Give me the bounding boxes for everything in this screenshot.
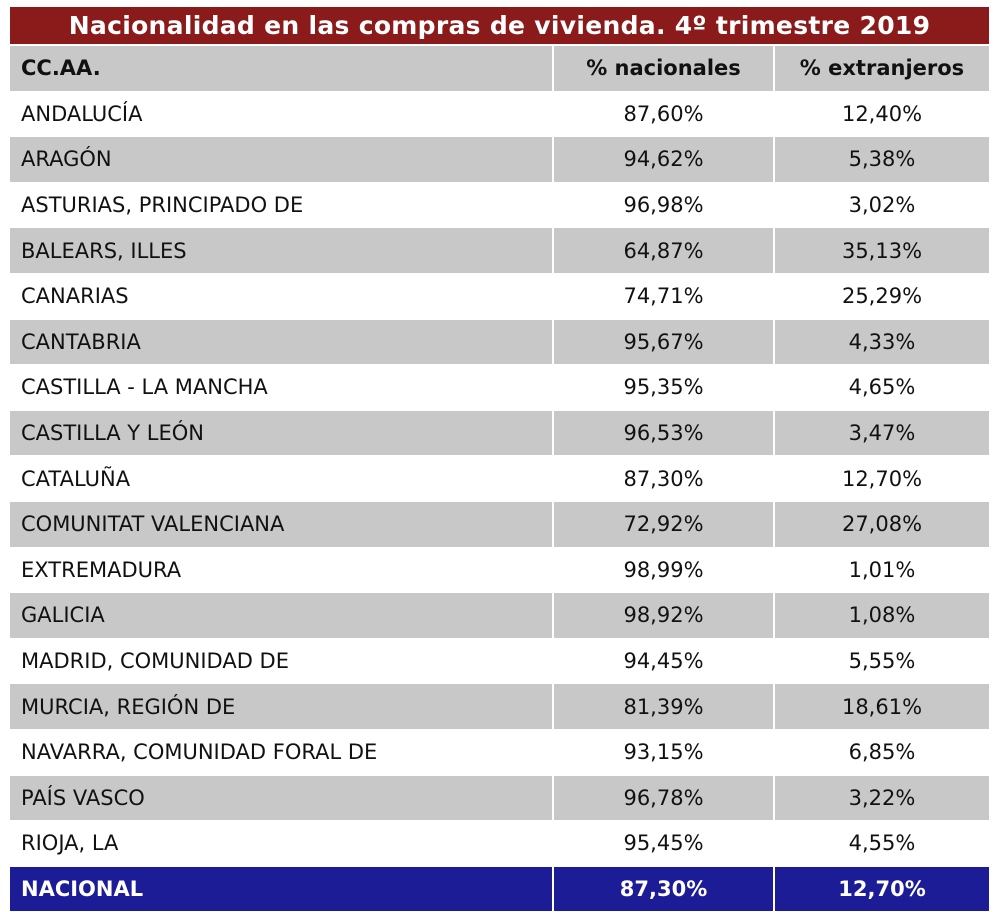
row-region: CANARIAS — [10, 273, 552, 319]
table-row: CATALUÑA 87,30% 12,70% — [10, 456, 989, 502]
row-region: ASTURIAS, PRINCIPADO DE — [10, 182, 552, 228]
row-nacionales: 74,71% — [552, 273, 773, 319]
table-row: MURCIA, REGIÓN DE 81,39% 18,61% — [10, 684, 989, 730]
row-extranjeros: 5,55% — [773, 638, 989, 684]
row-nacionales: 95,45% — [552, 821, 773, 866]
table-row: COMUNITAT VALENCIANA 72,92% 27,08% — [10, 501, 989, 548]
table-row: GALICIA 98,92% 1,08% — [10, 593, 989, 639]
table-row: ASTURIAS, PRINCIPADO DE 96,98% 3,02% — [10, 182, 989, 229]
row-region: ARAGÓN — [10, 137, 552, 182]
row-nacionales: 81,39% — [552, 684, 773, 729]
row-extranjeros: 4,65% — [773, 365, 989, 410]
row-nacionales: 96,78% — [552, 775, 773, 821]
row-extranjeros: 3,02% — [773, 182, 989, 228]
row-region: NAVARRA, COMUNIDAD FORAL DE — [10, 729, 552, 775]
header-nacionales: % nacionales — [552, 46, 773, 91]
row-nacionales: 96,98% — [552, 182, 773, 228]
table-total-row: NACIONAL 87,30% 12,70% — [10, 866, 989, 912]
row-nacionales: 93,15% — [552, 729, 773, 775]
row-nacionales: 95,67% — [552, 319, 773, 365]
table-row: CANARIAS 74,71% 25,29% — [10, 273, 989, 320]
row-region: GALICIA — [10, 593, 552, 638]
row-extranjeros: 4,33% — [773, 319, 989, 365]
row-region: BALEARS, ILLES — [10, 228, 552, 273]
row-region: EXTREMADURA — [10, 547, 552, 593]
row-extranjeros: 1,08% — [773, 593, 989, 638]
table-row: CASTILLA - LA MANCHA 95,35% 4,65% — [10, 365, 989, 411]
row-nacionales: 94,45% — [552, 638, 773, 684]
table-row: RIOJA, LA 95,45% 4,55% — [10, 821, 989, 867]
row-nacionales: 98,92% — [552, 593, 773, 638]
total-extranjeros: 12,70% — [773, 866, 989, 912]
table-row: PAÍS VASCO 96,78% 3,22% — [10, 775, 989, 822]
row-region: MADRID, COMUNIDAD DE — [10, 638, 552, 684]
header-extranjeros: % extranjeros — [773, 46, 989, 91]
table-row: ANDALUCÍA 87,60% 12,40% — [10, 91, 989, 138]
row-nacionales: 87,30% — [552, 456, 773, 501]
row-extranjeros: 27,08% — [773, 501, 989, 547]
header-region: CC.AA. — [10, 46, 552, 91]
table-body: ANDALUCÍA 87,60% 12,40% ARAGÓN 94,62% 5,38% AS… — [10, 91, 989, 867]
row-extranjeros: 3,47% — [773, 410, 989, 456]
total-nacionales: 87,30% — [552, 866, 773, 912]
row-region: CASTILLA - LA MANCHA — [10, 365, 552, 410]
row-extranjeros: 18,61% — [773, 684, 989, 729]
row-nacionales: 95,35% — [552, 365, 773, 410]
row-extranjeros: 5,38% — [773, 137, 989, 182]
row-nacionales: 87,60% — [552, 91, 773, 137]
row-nacionales: 64,87% — [552, 228, 773, 273]
table-row: CANTABRIA 95,67% 4,33% — [10, 319, 989, 366]
row-region: MURCIA, REGIÓN DE — [10, 684, 552, 729]
row-region: ANDALUCÍA — [10, 91, 552, 137]
row-nacionales: 96,53% — [552, 410, 773, 456]
table-row: BALEARS, ILLES 64,87% 35,13% — [10, 228, 989, 274]
nationality-table: CC.AA. % nacionales % extranjeros ANDALU… — [10, 46, 989, 912]
row-region: RIOJA, LA — [10, 821, 552, 866]
row-extranjeros: 1,01% — [773, 547, 989, 593]
row-extranjeros: 12,70% — [773, 456, 989, 501]
row-extranjeros: 25,29% — [773, 273, 989, 319]
row-nacionales: 72,92% — [552, 501, 773, 547]
table-row: ARAGÓN 94,62% 5,38% — [10, 137, 989, 183]
table-row: EXTREMADURA 98,99% 1,01% — [10, 547, 989, 594]
row-region: CASTILLA Y LEÓN — [10, 410, 552, 456]
row-region: COMUNITAT VALENCIANA — [10, 501, 552, 547]
row-region: CATALUÑA — [10, 456, 552, 501]
total-region: NACIONAL — [10, 866, 552, 912]
table-row: CASTILLA Y LEÓN 96,53% 3,47% — [10, 410, 989, 457]
row-region: PAÍS VASCO — [10, 775, 552, 821]
row-nacionales: 94,62% — [552, 137, 773, 182]
table-row: NAVARRA, COMUNIDAD FORAL DE 93,15% 6,85% — [10, 729, 989, 776]
table-row: MADRID, COMUNIDAD DE 94,45% 5,55% — [10, 638, 989, 685]
table-header-row: CC.AA. % nacionales % extranjeros — [10, 46, 989, 92]
row-extranjeros: 35,13% — [773, 228, 989, 273]
row-extranjeros: 3,22% — [773, 775, 989, 821]
row-extranjeros: 6,85% — [773, 729, 989, 775]
row-nacionales: 98,99% — [552, 547, 773, 593]
row-extranjeros: 4,55% — [773, 821, 989, 866]
table-title: Nacionalidad en las compras de vivienda.… — [10, 7, 989, 44]
row-region: CANTABRIA — [10, 319, 552, 365]
row-extranjeros: 12,40% — [773, 91, 989, 137]
